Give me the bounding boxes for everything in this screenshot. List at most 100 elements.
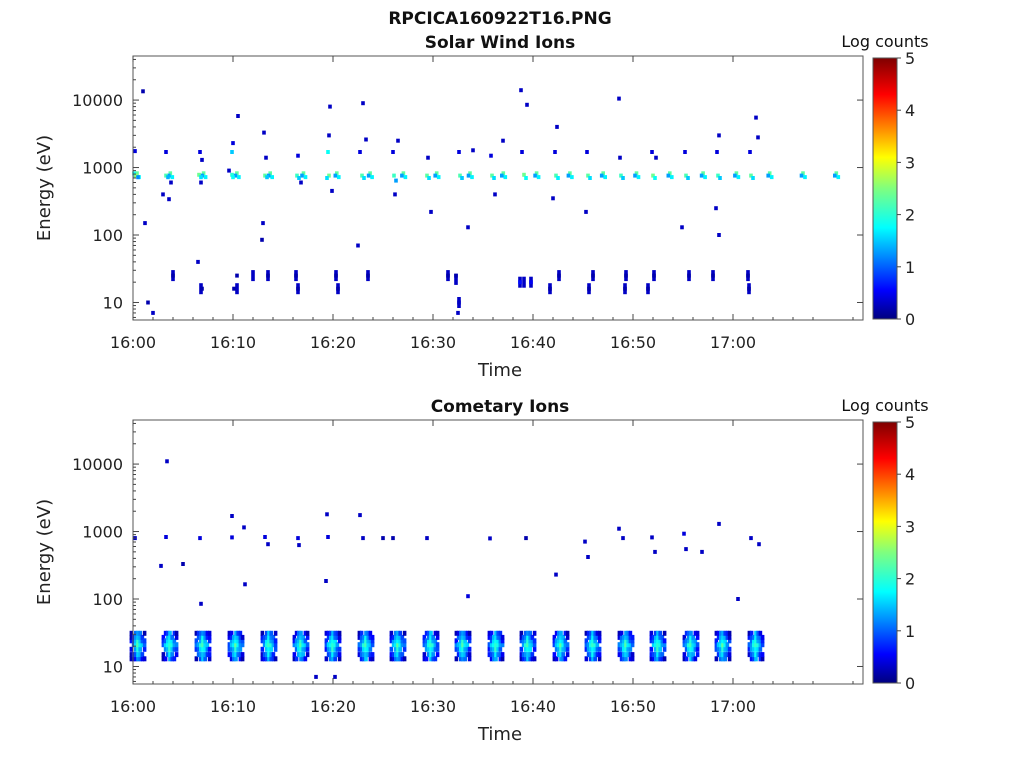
heatmap-cell: [565, 634, 570, 640]
heatmap-cell: [238, 656, 243, 662]
heatmap-cell: [262, 652, 267, 658]
heatmap-cell: [496, 630, 500, 636]
heatmap-cell: [174, 646, 179, 652]
heatmap-cell: [521, 634, 526, 640]
heatmap-cell: [392, 173, 396, 178]
heatmap-cell: [265, 175, 269, 180]
y-tick-label: 10: [103, 657, 123, 676]
heatmap-cell: [362, 656, 366, 662]
heatmap-cell: [262, 642, 267, 648]
heatmap-cell: [391, 536, 395, 541]
heatmap-cell: [662, 630, 667, 636]
heatmap-cell: [236, 646, 240, 652]
heatmap-cell: [361, 536, 365, 541]
heatmap-cell: [271, 642, 276, 648]
heatmap-cell: [140, 656, 145, 662]
heatmap-cell: [557, 630, 561, 636]
heatmap-cell: [586, 634, 591, 640]
heatmap-cell: [231, 141, 235, 146]
plot-frame: [132, 55, 864, 321]
heatmap-cell: [554, 572, 558, 577]
heatmap-cell: [326, 150, 330, 154]
heatmap-cell: [200, 157, 204, 162]
heatmap-cell: [271, 652, 276, 658]
heatmap-cell: [749, 652, 754, 658]
heatmap-cell: [368, 642, 373, 648]
heatmap-cell: [168, 171, 173, 176]
heatmap-cell: [524, 656, 528, 662]
heatmap-cell: [233, 173, 238, 178]
heatmap-cell: [429, 642, 433, 648]
heatmap-cell: [205, 646, 210, 652]
heatmap-cell: [234, 646, 238, 652]
heatmap-cell: [172, 638, 177, 644]
heatmap-cell: [370, 175, 374, 180]
heatmap-cell: [402, 638, 407, 644]
heatmap-cell: [682, 634, 687, 640]
heatmap-cell: [370, 652, 375, 658]
heatmap-cell: [201, 630, 205, 636]
heatmap-cell: [492, 638, 496, 644]
heatmap-cell: [297, 176, 301, 180]
heatmap-cell: [166, 175, 170, 180]
heatmap-cell: [168, 652, 172, 658]
heatmap-cell: [683, 150, 687, 154]
heatmap-cell: [402, 646, 407, 652]
heatmap-cell: [756, 634, 760, 640]
heatmap-cell: [748, 150, 752, 154]
heatmap-cell: [174, 652, 179, 658]
heatmap-cell: [234, 634, 238, 640]
heatmap-cell: [490, 173, 494, 178]
heatmap-cell: [518, 280, 522, 285]
heatmap-cell: [619, 630, 624, 636]
heatmap-cell: [429, 630, 433, 636]
heatmap-cell: [237, 175, 241, 180]
heatmap-cell: [294, 630, 299, 636]
heatmap-cell: [653, 549, 657, 554]
heatmap-cell: [668, 171, 672, 176]
axis-ticks: 16:00 16:10 16:20 16:30 16:40 16:50 17:00 10 100…: [72, 56, 863, 352]
heatmap-cell: [333, 674, 337, 679]
heatmap-cell: [622, 642, 626, 648]
heatmap-cell: [760, 634, 765, 640]
heatmap-cell: [435, 642, 440, 648]
heatmap-cell: [429, 652, 433, 658]
heatmap-cell: [131, 642, 136, 648]
heatmap-cell: [466, 594, 470, 599]
heatmap-cell: [435, 634, 440, 640]
heatmap-cell: [725, 652, 730, 658]
heatmap-cell: [431, 652, 435, 658]
heatmap-cell: [265, 656, 269, 662]
colorbar-title: Log counts: [841, 396, 928, 415]
heatmap-cell: [132, 171, 136, 176]
heatmap-cell: [559, 652, 563, 658]
heatmap-cell: [327, 173, 331, 178]
y-tick-label: 10000: [72, 91, 123, 110]
heatmap-cell: [400, 173, 404, 178]
heatmap-cell: [199, 634, 203, 640]
heatmap-cell: [240, 652, 245, 658]
heatmap-cell: [519, 634, 524, 640]
heatmap-cell: [749, 630, 754, 636]
heatmap-cell: [238, 646, 243, 652]
heatmap-cell: [687, 273, 691, 278]
heatmap-cell: [624, 273, 628, 278]
heatmap-cell: [470, 175, 474, 180]
heatmap-cell: [422, 638, 427, 644]
heatmap-cell: [207, 634, 212, 640]
heatmap-cell: [429, 209, 433, 214]
heatmap-cell: [766, 173, 770, 178]
heatmap-cell: [589, 634, 593, 640]
heatmap-cell: [299, 634, 303, 640]
heatmap-cell: [626, 652, 630, 658]
heatmap-cell: [714, 646, 719, 652]
heatmap-cell: [749, 536, 753, 541]
heatmap-cell: [273, 656, 278, 662]
heatmap-cell: [689, 630, 693, 636]
heatmap-cell: [269, 652, 273, 658]
heatmap-cell: [528, 656, 532, 662]
heatmap-cell: [267, 630, 271, 636]
heatmap-cell: [196, 642, 201, 648]
heatmap-cell: [457, 150, 461, 154]
heatmap-cell: [234, 638, 238, 644]
